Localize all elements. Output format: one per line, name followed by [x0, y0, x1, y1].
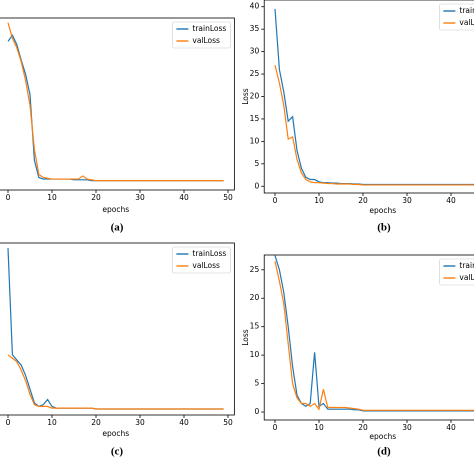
y-tick-label: 35	[250, 24, 260, 33]
y-axis-label: Loss	[241, 329, 250, 346]
y-tick-label: 40	[250, 2, 260, 11]
legend-label: trainLoss	[459, 261, 474, 270]
legend-label: valLoss	[459, 273, 474, 282]
x-tick-label: 0	[273, 423, 278, 432]
y-tick-label: 25	[250, 265, 260, 274]
x-tick-label: 30	[135, 193, 145, 202]
y-tick-label: 0	[254, 407, 259, 416]
panel-caption: (c)	[111, 446, 124, 458]
x-tick-label: 10	[47, 193, 57, 202]
x-tick-label: 0	[6, 193, 11, 202]
x-tick-label: 10	[314, 423, 324, 432]
x-axis-label: epochs	[369, 432, 396, 441]
loss-line	[274, 8, 474, 186]
loss-line	[7, 22, 224, 182]
x-tick-label: 10	[47, 418, 57, 427]
y-tick-label: 0	[254, 181, 259, 190]
legend-label: trainLoss	[459, 6, 474, 15]
legend-label: valLoss	[459, 18, 474, 27]
x-axis-label: epochs	[102, 429, 129, 438]
plot-frame	[263, 254, 474, 421]
y-tick-label: 30	[250, 47, 260, 56]
y-tick-label: 10	[250, 136, 260, 145]
y-axis-label: Loss	[241, 88, 250, 105]
x-tick-label: 40	[179, 193, 189, 202]
legend-label: valLoss	[192, 261, 220, 270]
y-tick-label: 5	[254, 159, 259, 168]
y-tick-label: 5	[254, 379, 259, 388]
legend-label: trainLoss	[192, 24, 226, 33]
x-tick-label: 10	[314, 196, 324, 205]
x-tick-label: 0	[273, 196, 278, 205]
y-tick-label: 15	[250, 114, 260, 123]
y-tick-label: 25	[250, 69, 260, 78]
x-tick-label: 40	[446, 423, 456, 432]
y-tick-label: 20	[250, 293, 260, 302]
x-tick-label: 30	[402, 196, 412, 205]
x-tick-label: 20	[358, 423, 368, 432]
panel-caption: (d)	[377, 446, 391, 458]
x-tick-label: 50	[223, 193, 233, 202]
y-tick-label: 20	[250, 92, 260, 101]
x-tick-label: 30	[135, 418, 145, 427]
x-tick-label: 50	[223, 418, 233, 427]
x-tick-label: 20	[358, 196, 368, 205]
legend-label: trainLoss	[192, 249, 226, 258]
legend-label: valLoss	[192, 36, 220, 45]
x-tick-label: 30	[402, 423, 412, 432]
panel-caption: (a)	[111, 222, 124, 234]
y-tick-label: 10	[250, 350, 260, 359]
plot-frame	[0, 17, 235, 191]
x-axis-label: epochs	[369, 206, 396, 215]
x-axis-label: epochs	[102, 205, 129, 214]
x-tick-label: 40	[179, 418, 189, 427]
x-tick-label: 20	[91, 418, 101, 427]
plot-frame	[0, 242, 235, 416]
loss-line	[274, 64, 474, 186]
y-tick-label: 15	[250, 322, 260, 331]
x-tick-label: 20	[91, 193, 101, 202]
loss-line	[274, 261, 474, 411]
loss-line	[7, 34, 224, 182]
loss-line	[7, 354, 224, 410]
x-tick-label: 0	[6, 418, 11, 427]
x-tick-label: 40	[446, 196, 456, 205]
panel-caption: (b)	[377, 222, 391, 234]
